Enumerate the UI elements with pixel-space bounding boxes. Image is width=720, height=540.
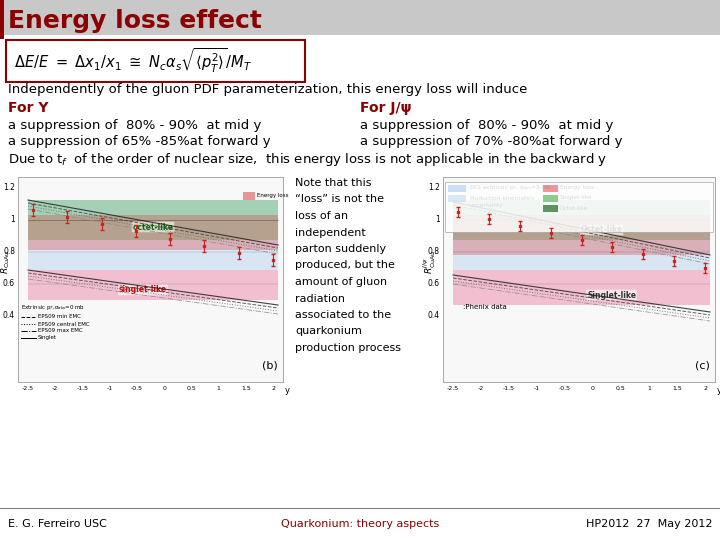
Text: -1: -1 (534, 386, 540, 391)
Bar (443, 177, 715, 382)
Text: 1.2: 1.2 (428, 184, 440, 192)
Text: EPS09 min EMC: EPS09 min EMC (38, 314, 81, 320)
Text: Production-kinematics: Production-kinematics (469, 195, 534, 200)
Text: 2: 2 (703, 386, 707, 391)
Text: Note that this: Note that this (295, 178, 372, 188)
Bar (453, 270, 710, 305)
Text: Quarkonium: theory aspects: Quarkonium: theory aspects (281, 519, 439, 529)
Text: “loss” is not the: “loss” is not the (295, 194, 384, 205)
FancyBboxPatch shape (6, 40, 305, 82)
Text: Due to t$_f$  of the order of nuclear size,  this energy loss is not applicable : Due to t$_f$ of the order of nuclear siz… (8, 152, 608, 168)
Text: loss of an: loss of an (295, 211, 348, 221)
Text: octet-like: octet-like (132, 222, 174, 232)
Text: 0: 0 (162, 386, 166, 391)
Text: parton suddenly: parton suddenly (295, 244, 386, 254)
Text: Singlet-like: Singlet-like (560, 195, 593, 200)
Text: 0.6: 0.6 (428, 280, 440, 288)
Text: Singlet-like: Singlet-like (587, 291, 636, 300)
Text: EPS09 central EMC: EPS09 central EMC (38, 321, 89, 327)
Bar (543, 205, 558, 212)
Text: $R_{\rm CuAu}$: $R_{\rm CuAu}$ (0, 250, 12, 274)
Text: radiation: radiation (295, 294, 345, 303)
Text: Energy loss: Energy loss (257, 193, 289, 199)
Text: -0.5: -0.5 (131, 386, 143, 391)
Text: y: y (285, 386, 290, 395)
Bar (28, 215, 278, 250)
Bar (453, 200, 710, 270)
Text: 0.8: 0.8 (3, 247, 15, 256)
Text: -1.5: -1.5 (76, 386, 89, 391)
Bar (28, 270, 278, 300)
Text: E. G. Ferreiro USC: E. G. Ferreiro USC (8, 519, 107, 529)
Text: 1.5: 1.5 (241, 386, 251, 391)
Text: $R_{\rm CuAu}^{J/\psi}$: $R_{\rm CuAu}^{J/\psi}$ (422, 250, 438, 274)
Bar (543, 185, 558, 192)
Text: a suppression of  80% - 90%  at mid y: a suppression of 80% - 90% at mid y (360, 118, 613, 132)
Text: 1: 1 (10, 215, 15, 225)
Text: 2: 2 (271, 386, 275, 391)
Text: Energy loss effect: Energy loss effect (8, 9, 262, 33)
Text: Octet-like: Octet-like (580, 226, 623, 234)
Text: 0.4: 0.4 (3, 312, 15, 321)
Text: EKS extrinsic p$_T$, σ$_{abs}$=2 mb: EKS extrinsic p$_T$, σ$_{abs}$=2 mb (469, 184, 552, 192)
Text: uncertainty: uncertainty (469, 204, 503, 208)
Bar (543, 195, 558, 202)
Text: (c): (c) (695, 360, 710, 370)
Text: 1: 1 (436, 215, 440, 225)
Text: -2.5: -2.5 (447, 386, 459, 391)
Bar (18, 177, 283, 382)
Text: -2.5: -2.5 (22, 386, 34, 391)
Text: produced, but the: produced, but the (295, 260, 395, 271)
Text: 1: 1 (217, 386, 220, 391)
Text: 0.5: 0.5 (616, 386, 626, 391)
Text: For J/ψ: For J/ψ (360, 101, 412, 115)
Text: a suppression of 70% -80%at forward y: a suppression of 70% -80%at forward y (360, 136, 623, 148)
Text: Independently of the gluon PDF parameterization, this energy loss will induce: Independently of the gluon PDF parameter… (8, 84, 527, 97)
Text: Octet-like: Octet-like (560, 206, 588, 211)
Bar (28, 200, 278, 240)
Bar (243, 192, 255, 200)
Bar (0, 0, 720, 35)
Bar (448, 185, 466, 192)
Bar (28, 200, 278, 270)
Bar (453, 200, 710, 240)
Text: Singlet: Singlet (38, 335, 57, 341)
Text: Energy loss: Energy loss (560, 186, 594, 191)
Text: -2: -2 (478, 386, 484, 391)
Text: EPS09 max EMC: EPS09 max EMC (38, 328, 83, 334)
Text: independent: independent (295, 227, 366, 238)
Text: singlet-like: singlet-like (119, 286, 167, 294)
Bar (445, 182, 713, 232)
Text: 0.4: 0.4 (428, 312, 440, 321)
Text: amount of gluon: amount of gluon (295, 277, 387, 287)
Text: -1.5: -1.5 (503, 386, 515, 391)
Text: 0: 0 (591, 386, 595, 391)
Text: HP2012  27  May 2012: HP2012 27 May 2012 (585, 519, 712, 529)
Text: 1.2: 1.2 (3, 184, 15, 192)
Bar (448, 195, 466, 202)
Text: production process: production process (295, 343, 401, 353)
Text: -1: -1 (107, 386, 113, 391)
Text: -0.5: -0.5 (559, 386, 571, 391)
Text: 0.5: 0.5 (186, 386, 197, 391)
Text: For Υ: For Υ (8, 101, 48, 115)
Text: 0.8: 0.8 (428, 247, 440, 256)
Text: (b): (b) (262, 360, 278, 370)
Text: 1.5: 1.5 (672, 386, 682, 391)
Text: quarkonium: quarkonium (295, 327, 362, 336)
Text: :Phenix data: :Phenix data (463, 304, 507, 310)
Text: $\Delta E/E \ = \ \Delta x_1/x_1 \ \cong \ N_c\alpha_s\sqrt{\langle p_T^2 \rangl: $\Delta E/E \ = \ \Delta x_1/x_1 \ \cong… (14, 47, 252, 75)
Text: 1: 1 (647, 386, 651, 391)
Text: Extrinsic p$_T$,σ$_{abs}$=0 mb: Extrinsic p$_T$,σ$_{abs}$=0 mb (21, 303, 85, 312)
Text: a suppression of  80% - 90%  at mid y: a suppression of 80% - 90% at mid y (8, 118, 261, 132)
Bar (453, 215, 710, 255)
Text: a suppression of 65% -85%at forward y: a suppression of 65% -85%at forward y (8, 136, 271, 148)
Text: associated to the: associated to the (295, 310, 391, 320)
Text: -2: -2 (52, 386, 58, 391)
Text: 0.6: 0.6 (3, 280, 15, 288)
Text: y: y (717, 386, 720, 395)
